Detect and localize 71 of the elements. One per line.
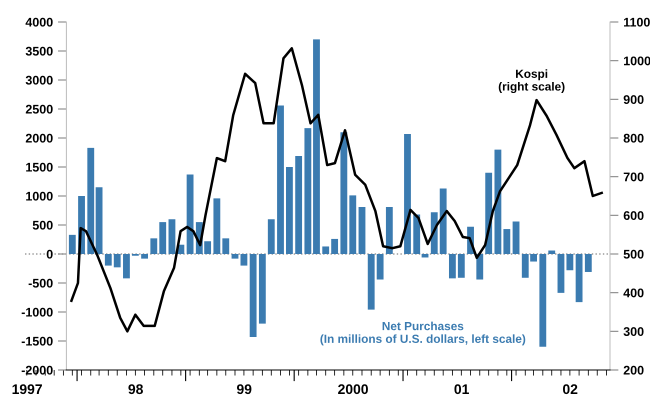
bar (258, 254, 266, 324)
y-tick-label: 4000 (26, 18, 53, 27)
bar (376, 254, 384, 280)
y2-tick-label: 700 (624, 172, 644, 182)
bar (232, 254, 238, 259)
bar (240, 254, 248, 266)
y-tick-label: 2000 (26, 134, 53, 143)
bar (331, 238, 338, 254)
y-tick-label: 0 (46, 250, 53, 259)
y-tick-label: -1500 (22, 336, 53, 346)
bar (322, 246, 330, 254)
bar (168, 219, 176, 254)
y2-tick-label: 800 (624, 134, 644, 143)
x-tick-label: 01 (454, 384, 469, 394)
bar (584, 254, 592, 272)
y-tick-label: -2000 (22, 366, 53, 375)
y2-tick-label: 600 (624, 211, 644, 220)
line-series (70, 47, 603, 333)
bar (159, 222, 166, 254)
bar (295, 156, 302, 254)
bar (422, 254, 428, 258)
bar (186, 174, 194, 254)
bar (222, 238, 230, 254)
x-tick-label: 98 (128, 384, 143, 394)
bar (250, 254, 257, 337)
bar (114, 254, 121, 268)
y-tick-label: -500 (28, 278, 53, 288)
bar (566, 254, 574, 270)
y-tick-label: 1500 (26, 162, 53, 172)
y2-tick-label: 900 (624, 95, 644, 104)
bar (503, 229, 510, 254)
bar (558, 254, 564, 293)
x-tick-label: 99 (236, 384, 252, 394)
bar (213, 198, 220, 254)
bar (340, 132, 348, 254)
bar (458, 254, 465, 278)
bar (448, 254, 456, 278)
bar (358, 207, 366, 254)
bar (150, 238, 158, 254)
bar (494, 150, 502, 254)
y-tick-label: 500 (32, 220, 53, 230)
bar (123, 254, 130, 278)
bar (141, 254, 148, 259)
series-label: Kospi (right scale) (498, 69, 565, 94)
y-tick-label: 3000 (26, 76, 53, 85)
y2-tick-label: 500 (624, 250, 644, 259)
bar (404, 134, 411, 254)
bar (286, 167, 293, 254)
bar (539, 254, 546, 347)
y-tick-label: 1000 (26, 192, 53, 201)
bar (277, 106, 284, 254)
bar (512, 222, 520, 254)
y-tick-label: 2500 (26, 104, 53, 114)
x-tick-label: 02 (563, 384, 578, 394)
bar (548, 250, 556, 254)
bar (349, 195, 356, 254)
y2-tick-label: 400 (623, 288, 644, 298)
series-label: Net Purchases (In millions of U.S. dollars, left scale) (320, 322, 526, 346)
x-tick-label: 2000 (338, 384, 368, 394)
bar (268, 219, 275, 254)
x-tick-label: 1997 (12, 384, 42, 394)
bar (576, 254, 583, 302)
y2-tick-label: 200 (624, 366, 644, 375)
bar (104, 254, 112, 266)
y2-tick-label: 1100 (624, 18, 650, 27)
y-tick-label: 3500 (26, 46, 53, 56)
y-tick-label: -1000 (22, 308, 53, 317)
bar (68, 234, 76, 254)
bar (368, 254, 375, 310)
y2-tick-label: 300 (624, 327, 644, 336)
bar (386, 207, 393, 254)
